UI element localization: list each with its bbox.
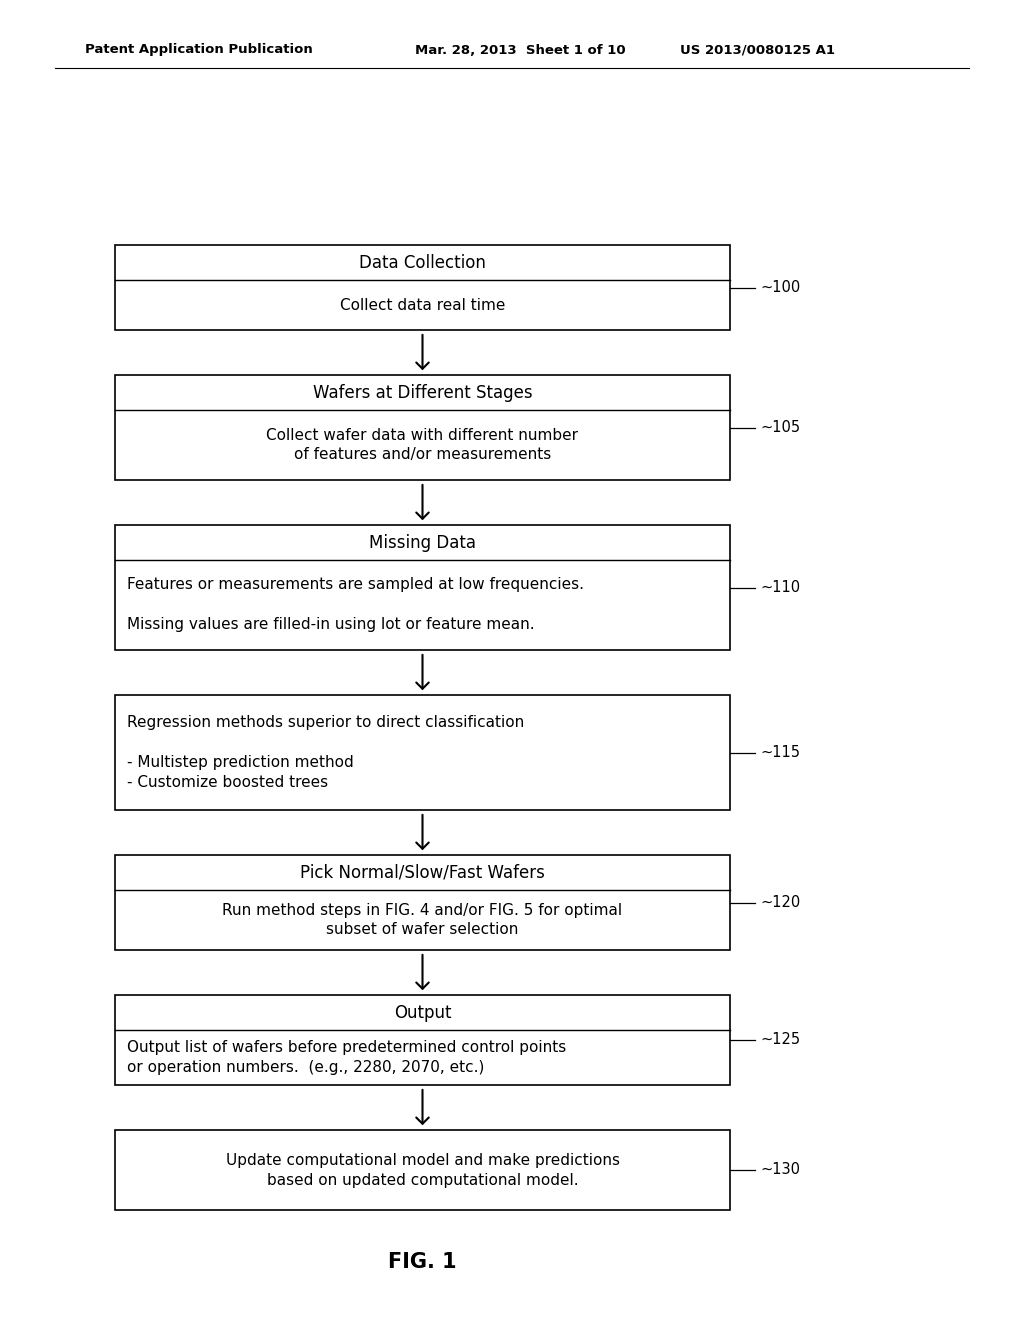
Text: - Customize boosted trees: - Customize boosted trees [127, 775, 328, 789]
Text: Regression methods superior to direct classification: Regression methods superior to direct cl… [127, 715, 524, 730]
Text: ∼115: ∼115 [760, 744, 800, 760]
Text: US 2013/0080125 A1: US 2013/0080125 A1 [680, 44, 835, 57]
Text: ∼110: ∼110 [760, 579, 800, 595]
Text: Patent Application Publication: Patent Application Publication [85, 44, 312, 57]
Bar [115, 1130, 730, 1210]
Text: ∼130: ∼130 [760, 1163, 800, 1177]
Bar [115, 696, 730, 810]
Text: Update computational model and make predictions: Update computational model and make pred… [225, 1152, 620, 1167]
Text: FIG. 1: FIG. 1 [388, 1251, 457, 1272]
Text: ∼105: ∼105 [760, 420, 800, 436]
Text: ∼120: ∼120 [760, 895, 800, 909]
Bar [115, 525, 730, 649]
Text: Output list of wafers before predetermined control points: Output list of wafers before predetermin… [127, 1040, 566, 1055]
Bar [115, 375, 730, 480]
Text: Collect data real time: Collect data real time [340, 297, 505, 313]
Bar [115, 995, 730, 1085]
Text: Collect wafer data with different number: Collect wafer data with different number [266, 428, 579, 442]
Text: or operation numbers.  (e.g., 2280, 2070, etc.): or operation numbers. (e.g., 2280, 2070,… [127, 1060, 484, 1074]
Text: Output: Output [394, 1003, 452, 1022]
Text: Mar. 28, 2013  Sheet 1 of 10: Mar. 28, 2013 Sheet 1 of 10 [415, 44, 626, 57]
Text: of features and/or measurements: of features and/or measurements [294, 447, 551, 462]
Text: Wafers at Different Stages: Wafers at Different Stages [312, 384, 532, 401]
Text: - Multistep prediction method: - Multistep prediction method [127, 755, 353, 770]
Text: ∼100: ∼100 [760, 280, 800, 294]
Text: subset of wafer selection: subset of wafer selection [327, 923, 519, 937]
Text: based on updated computational model.: based on updated computational model. [266, 1172, 579, 1188]
Bar [115, 855, 730, 950]
Bar [115, 246, 730, 330]
Text: ∼125: ∼125 [760, 1032, 800, 1048]
Text: Features or measurements are sampled at low frequencies.: Features or measurements are sampled at … [127, 578, 584, 593]
Text: Pick Normal/Slow/Fast Wafers: Pick Normal/Slow/Fast Wafers [300, 863, 545, 882]
Text: Missing Data: Missing Data [369, 533, 476, 552]
Text: Missing values are filled-in using lot or feature mean.: Missing values are filled-in using lot o… [127, 618, 535, 632]
Text: Run method steps in FIG. 4 and/or FIG. 5 for optimal: Run method steps in FIG. 4 and/or FIG. 5… [222, 903, 623, 917]
Text: Data Collection: Data Collection [359, 253, 486, 272]
